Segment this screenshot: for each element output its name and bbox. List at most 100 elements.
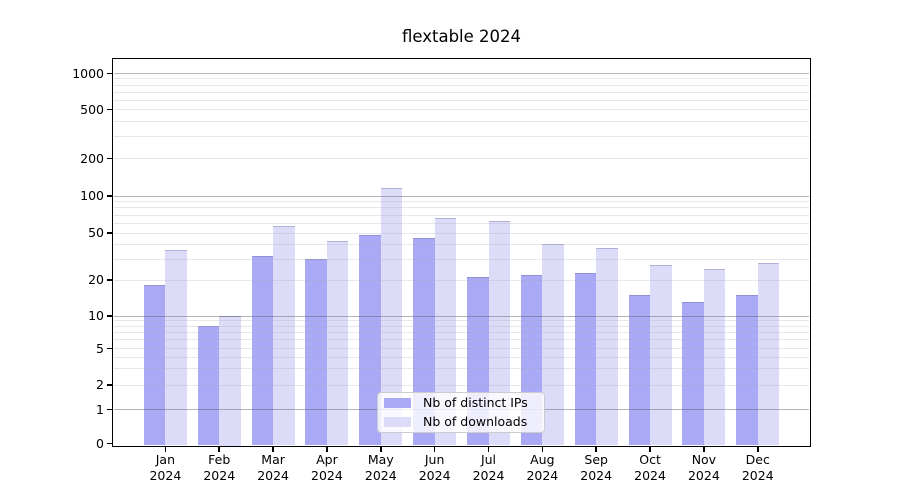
legend-label-distinct-ips: Nb of distinct IPs [423,395,528,410]
x-tick-label: May 2024 [364,452,397,483]
y-tick-mark [107,384,112,386]
bar-nb-of-downloads-mar [273,226,295,446]
x-tick-mark [703,447,705,452]
y-tick-label: 100 [80,188,104,203]
chart-title: flextable 2024 [401,27,522,46]
gridline-minor [114,243,809,245]
gridline-minor [114,84,809,86]
y-tick-mark [107,347,112,350]
y-tick-mark [107,157,112,160]
gridline-minor [114,339,809,341]
bar-nb-of-distinct-ips-feb [197,326,220,446]
x-tick-mark [541,447,544,452]
gridline-major [114,73,809,74]
y-tick-label: 5 [96,340,104,356]
bar-nb-of-downloads-jan [165,249,187,446]
y-tick-label: 50 [88,225,104,240]
x-tick-mark [164,447,167,452]
gridline-minor [114,136,809,138]
bar-nb-of-downloads-oct [650,264,672,446]
legend-item-downloads: Nb of downloads [384,414,544,430]
x-tick-mark [595,447,597,452]
gridline-minor [114,384,809,386]
y-tick-mark [107,279,112,281]
bar-nb-of-distinct-ips-sep [574,272,597,446]
x-tick-label: Aug 2024 [526,452,559,483]
y-tick-mark [107,195,112,197]
y-tick-label: 200 [80,150,104,166]
y-tick-label: 10 [88,308,104,323]
bar-nb-of-distinct-ips-apr [305,259,327,446]
legend: Nb of distinct IPs Nb of downloads [377,392,545,433]
y-tick-label: 500 [80,101,104,117]
gridline-minor [114,356,809,358]
gridline-minor [114,120,809,122]
x-tick-label: Mar 2024 [257,452,289,483]
bar-nb-of-distinct-ips-jan [143,285,166,446]
x-tick-label: Jun 2024 [418,452,451,483]
legend-item-distinct-ips: Nb of distinct IPs [384,395,544,411]
gridline-minor [114,158,809,159]
x-tick-label: Nov 2024 [687,452,720,483]
bar-nb-of-downloads-aug [542,244,564,446]
gridline-minor [114,214,809,216]
gridline-minor [114,258,809,260]
y-tick-mark [107,72,112,75]
legend-swatch-distinct-ips [384,398,411,408]
gridline-minor [114,78,809,80]
x-tick-mark [218,447,221,452]
bar-nb-of-distinct-ips-dec [736,294,758,446]
x-tick-label: Oct 2024 [634,452,666,483]
plot-area [112,58,811,447]
gridline-minor [114,368,809,370]
y-tick-label: 1 [96,401,104,417]
legend-swatch-downloads [384,417,411,427]
gridline-minor [114,320,809,322]
x-tick-mark [380,447,382,452]
gridline-minor [114,325,809,327]
y-tick-mark [107,108,112,111]
y-tick-mark [107,408,112,411]
gridline-minor [114,332,809,334]
gridline-minor [114,99,809,101]
gridline-minor [114,91,809,93]
bar-nb-of-downloads-feb [219,316,241,446]
gridline-minor [114,201,809,203]
bar-nb-of-downloads-nov [703,268,726,446]
gridline-minor [114,222,809,224]
gridline-minor [114,279,809,281]
y-tick-mark [107,232,112,234]
bar-nb-of-distinct-ips-oct [628,294,651,446]
x-tick-mark [649,447,651,452]
x-tick-label: Apr 2024 [311,452,343,483]
x-tick-mark [487,447,490,452]
gridline-minor [114,207,809,209]
gridline-major [114,195,809,197]
y-tick-label: 20 [88,272,104,287]
y-tick-label: 0 [96,435,104,451]
x-tick-label: Feb 2024 [203,452,236,483]
bar-nb-of-downloads-sep [596,248,618,446]
x-tick-label: Dec 2024 [741,452,774,483]
legend-label-downloads: Nb of downloads [423,414,528,429]
y-tick-label: 2 [96,377,104,392]
x-tick-mark [756,447,759,452]
y-tick-label: 1000 [72,65,104,81]
y-tick-mark [107,442,112,445]
x-tick-label: Jul 2024 [472,452,505,483]
gridline-minor [114,348,809,349]
bar-nb-of-downloads-apr [326,240,349,446]
x-tick-mark [272,447,274,452]
bar-nb-of-downloads-dec [757,262,780,446]
gridline-minor [114,232,809,234]
bar-nb-of-distinct-ips-mar [251,255,274,446]
x-tick-label: Sep 2024 [580,452,613,483]
gridline-minor [114,109,809,110]
x-tick-mark [433,447,436,452]
x-tick-label: Jan 2024 [149,452,182,483]
bar-nb-of-distinct-ips-nov [682,302,704,446]
x-tick-mark [326,447,328,452]
y-tick-mark [107,315,112,317]
gridline-major [114,315,809,317]
